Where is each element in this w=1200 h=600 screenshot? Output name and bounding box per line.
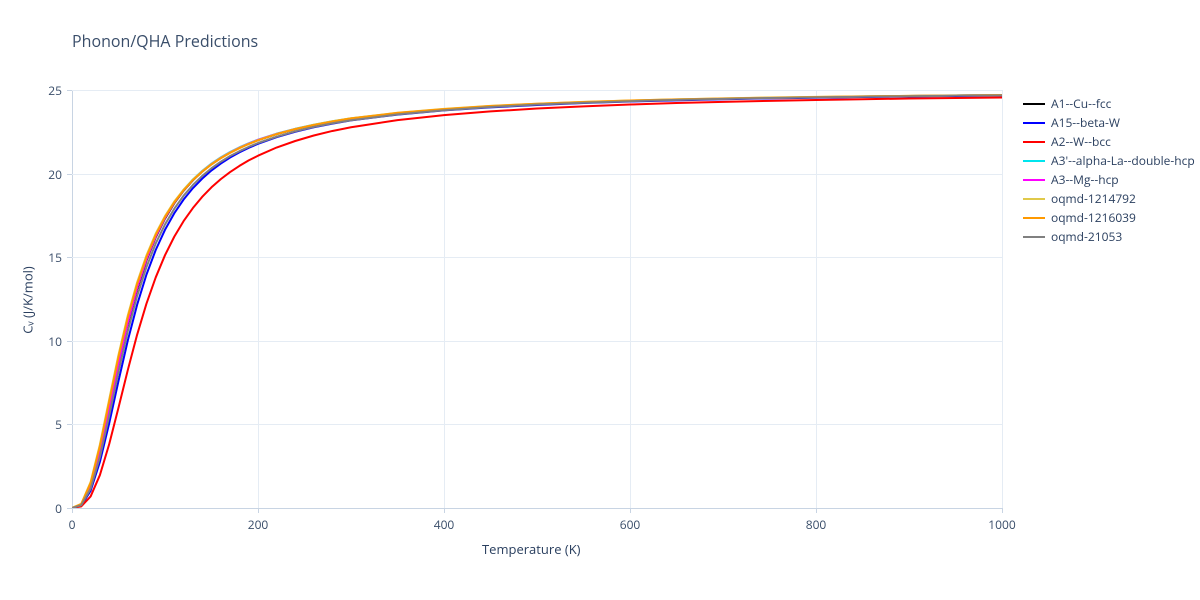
- legend-label: A15--beta-W: [1051, 114, 1120, 131]
- grid-line-vertical: [444, 90, 445, 508]
- legend-item[interactable]: A3--Mg--hcp: [1023, 170, 1195, 189]
- legend-label: A3--Mg--hcp: [1051, 171, 1119, 188]
- grid-line-horizontal: [72, 508, 1002, 509]
- y-tick-label: 0: [32, 500, 62, 517]
- x-axis-label: Temperature (K): [482, 540, 581, 558]
- y-tick-mark: [67, 341, 72, 342]
- legend-label: oqmd-1216039: [1051, 209, 1136, 226]
- x-tick-label: 200: [238, 516, 278, 533]
- grid-line-vertical: [72, 90, 73, 508]
- grid-line-vertical: [816, 90, 817, 508]
- y-tick-mark: [67, 90, 72, 91]
- x-tick-label: 400: [424, 516, 464, 533]
- legend-item[interactable]: A1--Cu--fcc: [1023, 94, 1195, 113]
- legend-label: A1--Cu--fcc: [1051, 95, 1111, 112]
- legend-item[interactable]: A2--W--bcc: [1023, 132, 1195, 151]
- legend-label: A2--W--bcc: [1051, 133, 1111, 150]
- legend-item[interactable]: A15--beta-W: [1023, 113, 1195, 132]
- chart-title: Phonon/QHA Predictions: [72, 30, 258, 52]
- legend-item[interactable]: oqmd-1214792: [1023, 189, 1195, 208]
- legend-swatch: [1023, 103, 1045, 105]
- x-tick-mark: [1002, 508, 1003, 513]
- x-tick-label: 800: [796, 516, 836, 533]
- y-tick-mark: [67, 174, 72, 175]
- x-tick-label: 600: [610, 516, 650, 533]
- legend-item[interactable]: A3'--alpha-La--double-hcp: [1023, 151, 1195, 170]
- legend-item[interactable]: oqmd-1216039: [1023, 208, 1195, 227]
- legend-swatch: [1023, 179, 1045, 181]
- legend-swatch: [1023, 236, 1045, 238]
- legend-swatch: [1023, 141, 1045, 143]
- grid-line-horizontal: [72, 174, 1002, 175]
- legend-swatch: [1023, 198, 1045, 200]
- legend-label: oqmd-1214792: [1051, 190, 1136, 207]
- grid-line-vertical: [630, 90, 631, 508]
- grid-line-horizontal: [72, 257, 1002, 258]
- y-tick-label: 20: [32, 166, 62, 183]
- legend-item[interactable]: oqmd-21053: [1023, 227, 1195, 246]
- y-axis-label: Cᵥ (J/K/mol): [19, 266, 37, 334]
- grid-line-horizontal: [72, 424, 1002, 425]
- y-tick-label: 10: [32, 333, 62, 350]
- x-tick-label: 0: [52, 516, 92, 533]
- grid-line-vertical: [258, 90, 259, 508]
- legend: A1--Cu--fcc A15--beta-W A2--W--bcc A3'--alp…: [1023, 94, 1195, 246]
- y-tick-label: 25: [32, 82, 62, 99]
- chart-container: { "title": "Phonon/QHA Predictions", "xl…: [0, 0, 1200, 600]
- plot-area[interactable]: [72, 90, 1002, 508]
- grid-line-vertical: [1002, 90, 1003, 508]
- legend-swatch: [1023, 122, 1045, 124]
- y-tick-mark: [67, 424, 72, 425]
- legend-swatch: [1023, 160, 1045, 162]
- y-tick-label: 5: [32, 416, 62, 433]
- legend-label: A3'--alpha-La--double-hcp: [1051, 152, 1195, 169]
- y-tick-mark: [67, 508, 72, 509]
- legend-swatch: [1023, 217, 1045, 219]
- y-tick-label: 15: [32, 249, 62, 266]
- grid-line-horizontal: [72, 90, 1002, 91]
- legend-label: oqmd-21053: [1051, 228, 1122, 245]
- x-tick-label: 1000: [982, 516, 1022, 533]
- y-tick-mark: [67, 257, 72, 258]
- grid-line-horizontal: [72, 341, 1002, 342]
